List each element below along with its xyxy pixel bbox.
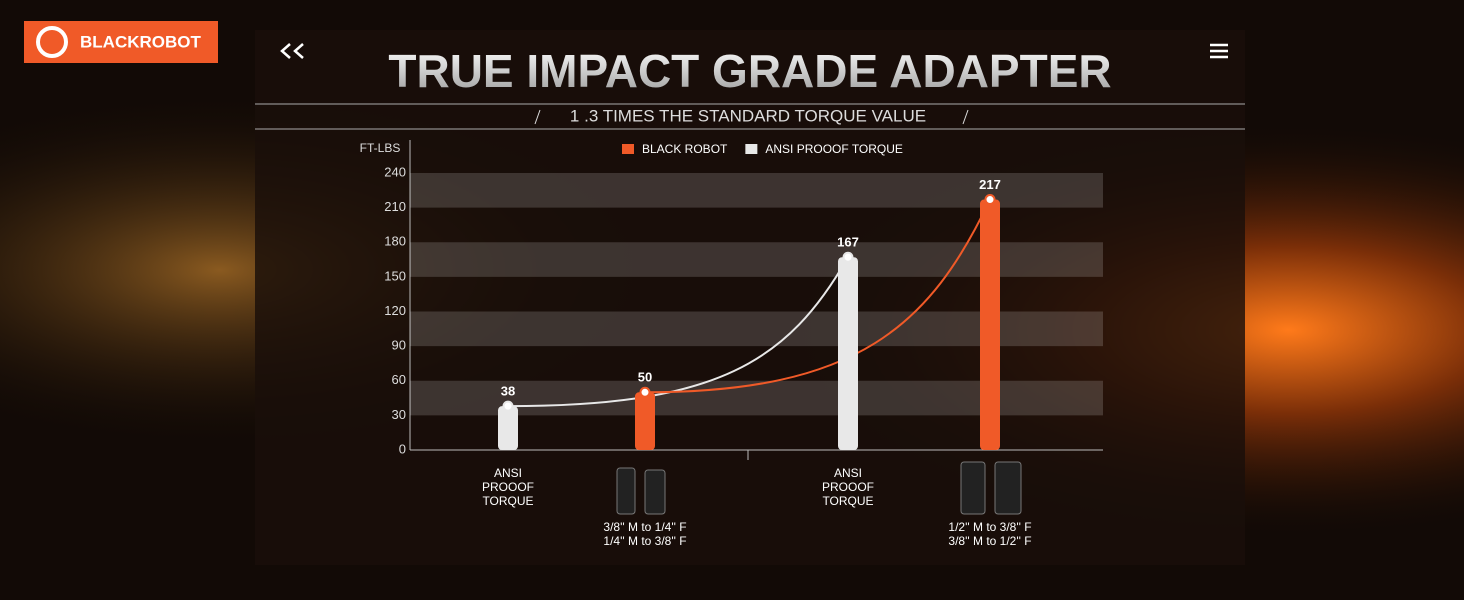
value-label: 38: [501, 384, 515, 399]
y-tick-label: 60: [392, 372, 406, 387]
x-tick-label: TORQUE: [482, 494, 533, 508]
y-tick-label: 0: [399, 441, 406, 456]
legend-label: ANSI PROOOF TORQUE: [765, 142, 903, 156]
legend-swatch: [622, 144, 634, 154]
bar: [498, 406, 518, 450]
y-tick-label: 30: [392, 407, 406, 422]
panel: [255, 30, 1245, 565]
menu-icon[interactable]: [1210, 43, 1228, 59]
bar-group: 38: [498, 384, 518, 450]
value-label: 217: [979, 177, 1001, 192]
y-axis-label: FT-LBS: [360, 141, 401, 155]
y-tick-label: 150: [384, 268, 406, 283]
point: [639, 386, 651, 398]
y-tick-label: 180: [384, 234, 406, 249]
bar: [980, 199, 1000, 450]
chart-title: TRUE IMPACT GRADE ADAPTER: [388, 45, 1111, 97]
y-tick-label: 240: [384, 164, 406, 179]
value-label: 50: [638, 370, 652, 385]
product-icons: [616, 461, 1022, 515]
bar-group: 217: [979, 177, 1001, 450]
legend-swatch: [745, 144, 758, 154]
x-tick-label: 1/4'' M to 3/8'' F: [603, 534, 686, 548]
x-tick-label: ANSI: [834, 466, 862, 480]
bar-group: 50: [635, 370, 655, 450]
x-tick-label: PROOOF: [822, 480, 874, 494]
value-label: 167: [837, 235, 859, 250]
x-tick-label: PROOOF: [482, 480, 534, 494]
x-tick-label: ANSI: [494, 466, 522, 480]
point: [502, 400, 514, 412]
point: [984, 194, 996, 206]
x-tick-label: 3/8'' M to 1/4'' F: [603, 520, 686, 534]
legend-label: BLACK ROBOT: [642, 142, 728, 156]
y-tick-label: 120: [384, 303, 406, 318]
slash: [962, 109, 969, 125]
trend-curve: [507, 256, 849, 408]
back-icon[interactable]: [280, 43, 304, 59]
subtitle: 1 .3 TIMES THE STANDARD TORQUE VALUE: [570, 106, 926, 125]
trend-curve: [644, 199, 991, 394]
x-tick-label: 3/8'' M to 1/2'' F: [948, 534, 1031, 548]
bar: [838, 257, 858, 450]
brand: BLACKROBOT: [80, 32, 201, 51]
x-tick-label: 1/2'' M to 3/8'' F: [948, 520, 1031, 534]
point: [842, 251, 854, 263]
y-tick-label: 90: [392, 338, 406, 353]
logo-icon: [36, 26, 68, 58]
slash: [534, 109, 541, 125]
x-tick-label: TORQUE: [822, 494, 873, 508]
bar-group: 167: [837, 235, 859, 450]
bar: [635, 392, 655, 450]
y-tick-label: 210: [384, 199, 406, 214]
